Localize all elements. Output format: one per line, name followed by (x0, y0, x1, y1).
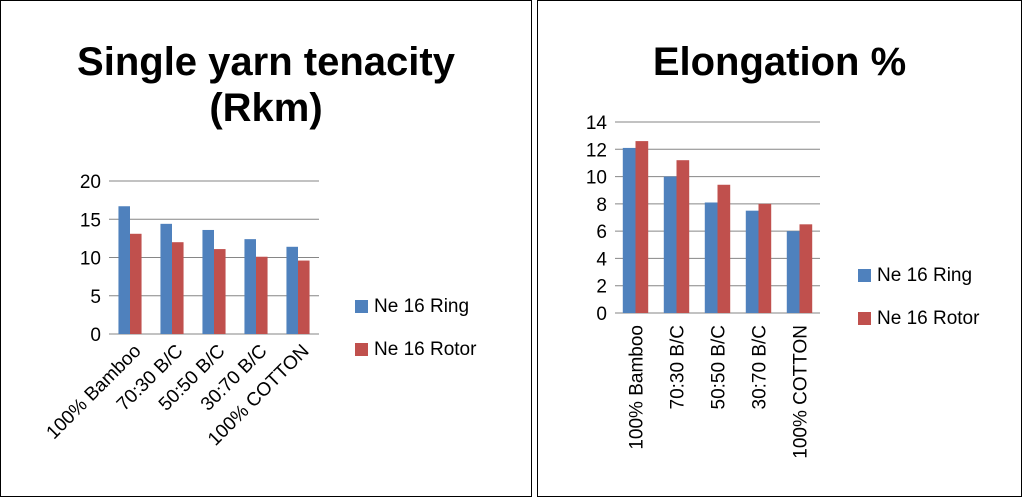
y-tick-label: 2 (596, 277, 607, 298)
bar-ring (663, 176, 677, 313)
y-tick-label: 12 (586, 140, 607, 161)
chart-title-line-2: (Rkm) (209, 86, 323, 130)
chart-title-elongation: Elongation % (652, 40, 907, 84)
bar-ring (786, 231, 800, 313)
legend-swatch (858, 312, 871, 325)
bar-rotor (676, 160, 690, 313)
legend-label: Ne 16 Rotor (374, 339, 477, 360)
y-tick-label: 5 (90, 287, 101, 308)
y-tick-label: 0 (90, 325, 101, 346)
legend-swatch (858, 269, 871, 282)
y-tick-label: 15 (80, 210, 101, 231)
legend-label: Ne 16 Ring (877, 265, 972, 286)
bar-rotor (256, 256, 268, 334)
bar-ring (745, 210, 759, 313)
y-tick-label: 10 (80, 249, 101, 270)
y-tick-label: 14 (586, 113, 608, 134)
bar-rotor (214, 249, 226, 334)
y-tick-label: 0 (596, 304, 607, 325)
bar-ring (704, 202, 718, 313)
x-tick-label: 100% Bamboo (627, 325, 648, 450)
chart-title-tenacity: Single yarn tenacity (Rkm) (1, 39, 531, 131)
bar-rotor (130, 233, 142, 334)
x-tick-label: 100% COTTON (791, 325, 812, 459)
y-tick-label: 6 (596, 222, 607, 243)
legend-label: Ne 16 Rotor (877, 308, 980, 329)
chart-title-line-1: Single yarn tenacity (77, 40, 455, 84)
bar-ring (244, 239, 256, 334)
bar-ring (118, 206, 130, 334)
x-tick-label: 50:50 B/C (709, 325, 730, 410)
bar-rotor (799, 224, 813, 313)
bar-ring (286, 246, 298, 334)
bar-rotor (717, 184, 731, 313)
bar-rotor (172, 242, 184, 334)
x-tick-label: 30:70 B/C (750, 325, 771, 410)
bar-rotor (758, 203, 772, 313)
x-tick-label: 70:30 B/C (668, 325, 689, 410)
bar-ring (622, 147, 636, 313)
chart-panel-elongation: Elongation % 0 2 4 6 8 10 12 14 100% Bamboo 70:30… (537, 0, 1022, 497)
y-tick-label: 4 (596, 249, 607, 270)
y-tick-label: 20 (80, 172, 101, 193)
bar-ring (160, 223, 172, 334)
chart-elongation-svg: 0 2 4 6 8 10 12 14 100% Bamboo 70:30 B/C 50:50 B/C… (586, 113, 980, 459)
y-tick-label: 10 (586, 168, 607, 189)
bar-rotor (298, 260, 310, 334)
chart-panel-tenacity: Single yarn tenacity (Rkm) 0 5 10 15 20 100% … (0, 0, 532, 497)
bar-rotor (635, 141, 649, 313)
legend-label: Ne 16 Ring (374, 296, 469, 317)
y-tick-label: 8 (596, 195, 607, 216)
bar-ring (202, 229, 214, 334)
legend-swatch (355, 343, 368, 356)
legend-swatch (355, 300, 368, 313)
